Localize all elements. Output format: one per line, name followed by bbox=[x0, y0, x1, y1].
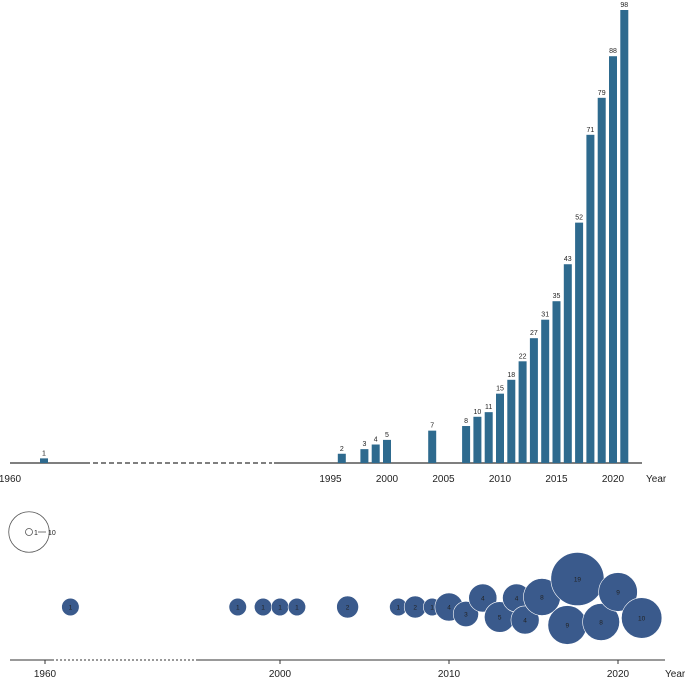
bar-value-label: 88 bbox=[609, 48, 617, 55]
bubble-label: 10 bbox=[638, 615, 646, 622]
bar-value-label: 35 bbox=[553, 293, 561, 300]
bar bbox=[40, 458, 48, 463]
bar-value-label: 10 bbox=[474, 409, 482, 416]
bar bbox=[597, 97, 606, 463]
x-tick-label: 1960 bbox=[34, 669, 57, 679]
bubble-label: 8 bbox=[540, 594, 544, 601]
bar-value-label: 79 bbox=[598, 90, 606, 97]
bubble-chart-panel: 1 10 1 1 1 1 1 2 1 2 1 4 3 4 5 4 4 8 9 19 8 9 10 1960 2000 2010 20… bbox=[8, 511, 685, 679]
bar bbox=[620, 10, 629, 463]
bubble-label: 1 bbox=[236, 604, 240, 611]
bubble-label: 9 bbox=[616, 589, 620, 596]
bar bbox=[473, 416, 482, 463]
bar bbox=[609, 56, 617, 464]
bubble-label: 19 bbox=[574, 576, 582, 583]
bar-value-label: 11 bbox=[485, 404, 492, 411]
bar bbox=[496, 393, 504, 463]
bar-value-label: 4 bbox=[374, 437, 378, 444]
bubble-label: 5 bbox=[498, 614, 502, 621]
bubble-label: 2 bbox=[413, 604, 417, 611]
bar-value-label: 22 bbox=[519, 353, 527, 360]
size-legend-small-label: 1 bbox=[34, 530, 38, 537]
bar-value-label: 2 bbox=[340, 446, 344, 453]
bubble bbox=[582, 603, 620, 641]
bar-value-label: 3 bbox=[362, 441, 366, 448]
x-tick-label: 2005 bbox=[432, 474, 455, 485]
x-tick-label: 2000 bbox=[269, 669, 292, 679]
bubble-label: 1 bbox=[396, 604, 400, 611]
bar bbox=[360, 449, 369, 463]
bubble-label: 8 bbox=[599, 619, 603, 626]
size-legend-large-circle bbox=[8, 511, 50, 553]
bubble-label: 1 bbox=[295, 604, 299, 611]
bar-value-label: 18 bbox=[507, 372, 515, 379]
bar bbox=[552, 301, 561, 463]
x-tick-label: 2015 bbox=[545, 474, 568, 485]
bar bbox=[541, 319, 550, 463]
bar-value-label: 43 bbox=[564, 256, 572, 263]
bubble bbox=[621, 597, 663, 639]
bar bbox=[586, 134, 595, 463]
bubble bbox=[598, 572, 638, 612]
x-tick-label: 2000 bbox=[376, 474, 399, 485]
bar bbox=[507, 379, 516, 463]
x-axis-title: Year bbox=[646, 474, 667, 485]
bubble-label: 1 bbox=[278, 604, 282, 611]
bubble bbox=[228, 597, 247, 617]
bubble-label: 4 bbox=[523, 617, 527, 624]
bar bbox=[428, 430, 437, 463]
bar-value-label: 27 bbox=[530, 330, 538, 337]
bar-value-label: 98 bbox=[620, 2, 628, 9]
bubble-label: 1 bbox=[430, 604, 434, 611]
bubble-label: 9 bbox=[565, 622, 569, 629]
bubble bbox=[287, 597, 307, 617]
size-legend-small-circle bbox=[25, 528, 33, 536]
bar-value-label: 5 bbox=[385, 432, 389, 439]
x-tick-label: 2010 bbox=[489, 474, 512, 485]
bar-value-label: 52 bbox=[575, 215, 583, 222]
bar bbox=[371, 444, 380, 463]
bar bbox=[529, 338, 538, 463]
bar bbox=[337, 453, 346, 463]
bubble-label: 2 bbox=[346, 604, 350, 611]
bubble-label: 4 bbox=[481, 595, 485, 602]
bar-value-label: 31 bbox=[541, 312, 549, 319]
bar bbox=[563, 264, 572, 463]
x-tick-label: 1995 bbox=[319, 474, 342, 485]
bar bbox=[575, 222, 584, 463]
x-tick-label: 2020 bbox=[602, 474, 625, 485]
bubble bbox=[61, 597, 80, 617]
bar-value-label: 7 bbox=[430, 423, 434, 430]
bar bbox=[383, 439, 391, 463]
bar bbox=[484, 412, 493, 463]
bubble-label: 3 bbox=[464, 611, 468, 618]
bubble bbox=[336, 595, 359, 619]
bar-value-label: 15 bbox=[496, 386, 504, 393]
x-tick-label: 2010 bbox=[438, 669, 461, 679]
x-tick-label: 1960 bbox=[0, 474, 22, 485]
bubble-label: 4 bbox=[515, 595, 519, 602]
bar bbox=[462, 426, 471, 463]
bar-value-label: 8 bbox=[464, 418, 468, 425]
x-tick-label: 2020 bbox=[607, 669, 630, 679]
bar bbox=[518, 361, 527, 463]
size-legend-large-label: 10 bbox=[48, 530, 56, 537]
bar-value-label: 71 bbox=[587, 127, 595, 134]
bar-value-label: 1 bbox=[42, 450, 46, 457]
bubble-label: 1 bbox=[261, 604, 265, 611]
bubble-label: 4 bbox=[447, 604, 451, 611]
x-axis-title: Year bbox=[665, 669, 685, 679]
bubble-label: 1 bbox=[69, 604, 73, 611]
